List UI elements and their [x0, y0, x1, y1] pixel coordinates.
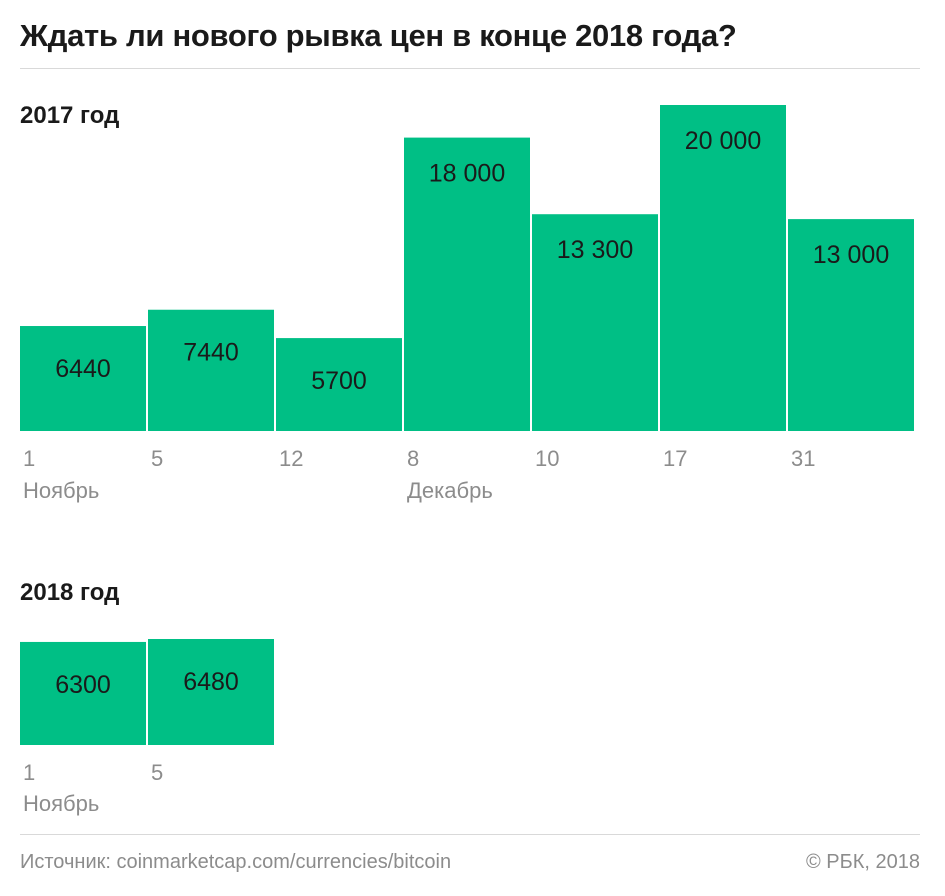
source-note: Источник: coinmarketcap.com/currencies/b… — [20, 851, 452, 873]
bar-value-label: 6440 — [55, 355, 111, 383]
footer-divider — [20, 834, 920, 835]
bar-value-label: 13 300 — [557, 236, 633, 264]
bar-12 — [276, 338, 402, 431]
bar-value-label: 6300 — [55, 671, 111, 699]
chart-2017-title: 2017 год — [20, 102, 120, 129]
bar-31 — [788, 219, 914, 431]
chart-2018-title: 2018 год — [20, 579, 120, 606]
x-tick-label: 1 — [23, 760, 35, 785]
bar-value-label: 13 000 — [813, 241, 889, 269]
month-label: Ноябрь — [23, 478, 99, 503]
x-tick-label: 12 — [279, 446, 303, 471]
bar-value-label: 6480 — [183, 668, 239, 696]
bar-5 — [148, 309, 274, 431]
x-tick-label: 5 — [151, 446, 163, 471]
x-tick-label: 10 — [535, 446, 559, 471]
month-label: Декабрь — [407, 478, 493, 503]
bar-5 — [148, 639, 274, 745]
x-tick-label: 17 — [663, 446, 687, 471]
chart-2017: 6440 1 Ноябрь 7440 5 5700 12 18 000 8 Декабрь 13 3… — [20, 105, 914, 503]
bar-value-label: 5700 — [311, 367, 367, 395]
x-tick-label: 8 — [407, 446, 419, 471]
bar-1 — [20, 326, 146, 431]
chart-2018: 6300 1 Ноябрь 6480 5 — [20, 639, 274, 816]
bar-1 — [20, 641, 146, 745]
bar-value-label: 18 000 — [429, 160, 505, 188]
x-tick-label: 31 — [791, 446, 815, 471]
x-tick-label: 1 — [23, 446, 35, 471]
bar-10 — [532, 214, 658, 431]
copyright-note: © РБК, 2018 — [805, 851, 920, 873]
title-divider — [20, 68, 920, 69]
bar-8 — [404, 137, 530, 431]
chart-title: Ждать ли нового рывка цен в конце 2018 г… — [20, 18, 737, 53]
bar-value-label: 7440 — [183, 339, 239, 367]
x-tick-label: 5 — [151, 760, 163, 785]
bar-17 — [660, 105, 786, 431]
bar-value-label: 20 000 — [685, 127, 761, 155]
month-label: Ноябрь — [23, 791, 99, 816]
